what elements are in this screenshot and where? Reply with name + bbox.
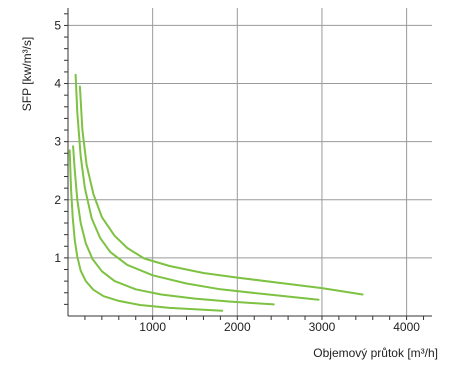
series-line-4 (68, 149, 224, 312)
x-tick-label-2000: 2000 (224, 320, 251, 334)
y-tick-label-2: 2 (54, 193, 61, 207)
x-tick-label-3000: 3000 (309, 320, 336, 334)
curves-layer (68, 73, 364, 312)
series-line-1 (78, 85, 364, 296)
x-tick-label-1000: 1000 (139, 320, 166, 334)
tick-labels: 1 2 3 4 5 1000 2000 3000 4000 (54, 18, 420, 334)
y-tick-label-5: 5 (54, 18, 61, 32)
x-tick-label-4000: 4000 (393, 320, 420, 334)
minor-ticks (64, 13, 425, 320)
series-line-2 (74, 73, 320, 301)
series-line-3 (72, 145, 275, 306)
grid-layer (68, 8, 432, 316)
y-axis-label: SFP [kw/m³/s] (20, 37, 34, 111)
y-tick-label-3: 3 (54, 135, 61, 149)
y-tick-label-1: 1 (54, 251, 61, 265)
y-tick-label-4: 4 (54, 77, 61, 91)
x-axis-label: Objemový průtok [m³/h] (313, 346, 438, 360)
